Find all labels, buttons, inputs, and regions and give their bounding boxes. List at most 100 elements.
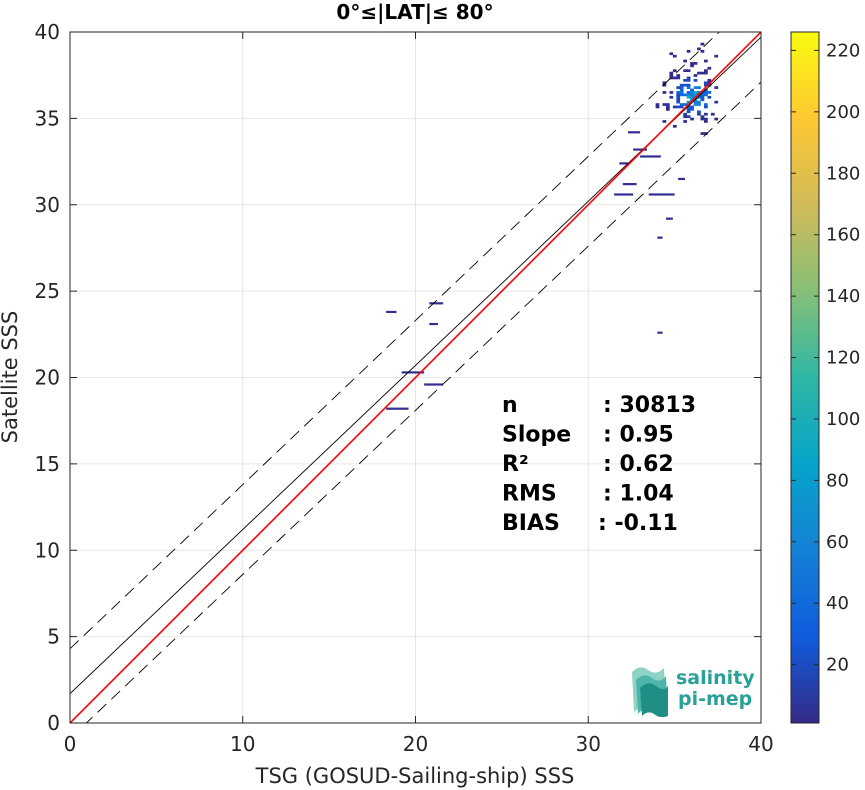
density-bin bbox=[700, 115, 705, 118]
density-bin bbox=[690, 62, 694, 65]
density-bin bbox=[679, 88, 684, 92]
density-bin bbox=[678, 177, 685, 181]
density-bin bbox=[683, 69, 688, 73]
y-tick-label: 40 bbox=[35, 20, 60, 44]
density-bin bbox=[683, 78, 688, 82]
density-bin bbox=[665, 108, 670, 111]
density-bin bbox=[683, 103, 688, 106]
density-bin bbox=[662, 83, 667, 87]
density-bin bbox=[676, 91, 681, 94]
density-bin bbox=[386, 310, 397, 314]
stat-value: : 0.62 bbox=[603, 452, 674, 477]
density-bin bbox=[657, 236, 663, 239]
x-tick-label: 10 bbox=[230, 732, 255, 756]
density-bin bbox=[690, 93, 694, 97]
density-bin bbox=[686, 93, 691, 97]
density-bin bbox=[686, 108, 691, 111]
density-bin bbox=[669, 76, 674, 80]
density-bin bbox=[676, 98, 681, 102]
density-bin bbox=[700, 42, 705, 46]
y-tick-label: 20 bbox=[35, 366, 60, 390]
y-axis-ticks: 0 5 10 15 20 25 30 35 40 bbox=[35, 20, 761, 735]
density-bin bbox=[700, 71, 705, 75]
density-bin bbox=[703, 59, 708, 63]
density-bin bbox=[693, 62, 698, 65]
density-bin bbox=[683, 115, 688, 118]
density-bin bbox=[703, 117, 708, 121]
density-bin bbox=[672, 76, 677, 80]
y-tick-label: 0 bbox=[47, 711, 60, 735]
density-bin bbox=[665, 217, 673, 220]
density-bin bbox=[672, 69, 677, 73]
density-bin bbox=[686, 49, 691, 53]
colorbar-tick-label: 200 bbox=[826, 102, 860, 123]
density-bin bbox=[679, 86, 684, 89]
density-bin bbox=[690, 98, 694, 102]
density-bin bbox=[690, 108, 694, 111]
density-bin bbox=[690, 95, 694, 99]
density-bin bbox=[703, 69, 708, 73]
stat-value: : 0.95 bbox=[603, 423, 674, 448]
density-bin bbox=[700, 117, 705, 121]
density-bin bbox=[697, 95, 701, 99]
density-bin bbox=[672, 124, 677, 128]
y-tick-label: 10 bbox=[35, 538, 60, 562]
density-bin bbox=[693, 78, 698, 82]
x-tick-label: 0 bbox=[64, 732, 77, 756]
stat-label: R² bbox=[502, 452, 529, 477]
stat-label: n bbox=[502, 393, 518, 418]
density-bin bbox=[707, 66, 712, 70]
density-bin bbox=[686, 105, 691, 109]
density-bin bbox=[693, 74, 698, 77]
density-bin bbox=[386, 407, 409, 410]
density-bin bbox=[693, 100, 698, 104]
colorbar-tick-label: 180 bbox=[826, 163, 860, 184]
density-bin bbox=[703, 81, 708, 85]
density-bin bbox=[679, 91, 684, 94]
y-tick-label: 30 bbox=[35, 193, 60, 217]
density-bin bbox=[693, 91, 698, 94]
density-bin bbox=[700, 95, 705, 99]
colorbar-tick-label: 100 bbox=[826, 409, 860, 430]
density-bin bbox=[662, 81, 667, 85]
density-bin bbox=[686, 86, 691, 89]
density-bin bbox=[690, 64, 694, 68]
x-tick-label: 30 bbox=[576, 732, 601, 756]
density-bin bbox=[707, 83, 712, 87]
density-bin bbox=[429, 322, 438, 326]
density-bin bbox=[686, 91, 691, 94]
wave-logo-icon bbox=[632, 667, 668, 718]
stat-label: RMS bbox=[502, 482, 557, 507]
density-bin bbox=[703, 83, 708, 87]
density-bin bbox=[686, 110, 691, 114]
density-bin bbox=[686, 78, 691, 82]
density-bin bbox=[683, 93, 688, 97]
density-bin bbox=[424, 383, 444, 386]
density-bin bbox=[672, 105, 677, 109]
x-tick-label: 20 bbox=[403, 732, 428, 756]
x-axis-ticks: 0 10 20 30 40 bbox=[64, 32, 774, 756]
stat-value: : -0.11 bbox=[598, 511, 678, 536]
density-bin bbox=[669, 52, 674, 56]
density-bin bbox=[683, 59, 688, 63]
density-bin bbox=[662, 103, 667, 106]
colorbar-tick-label: 40 bbox=[826, 593, 849, 614]
density-bin bbox=[714, 54, 719, 58]
density-bin bbox=[703, 132, 708, 135]
density-bin bbox=[683, 112, 688, 116]
density-bin bbox=[714, 117, 719, 121]
density-bin bbox=[676, 105, 681, 109]
density-bin bbox=[676, 93, 681, 97]
density-bin bbox=[703, 103, 708, 106]
density-bin bbox=[703, 91, 708, 94]
density-bin bbox=[622, 183, 637, 186]
density-bin bbox=[627, 131, 641, 134]
density-bin bbox=[686, 95, 691, 99]
density-bin bbox=[655, 103, 660, 106]
colorbar-tick-label: 140 bbox=[826, 286, 860, 307]
y-tick-label: 5 bbox=[47, 625, 60, 649]
density-bin bbox=[707, 91, 712, 94]
density-bin bbox=[690, 88, 694, 92]
density-bin bbox=[703, 71, 708, 75]
